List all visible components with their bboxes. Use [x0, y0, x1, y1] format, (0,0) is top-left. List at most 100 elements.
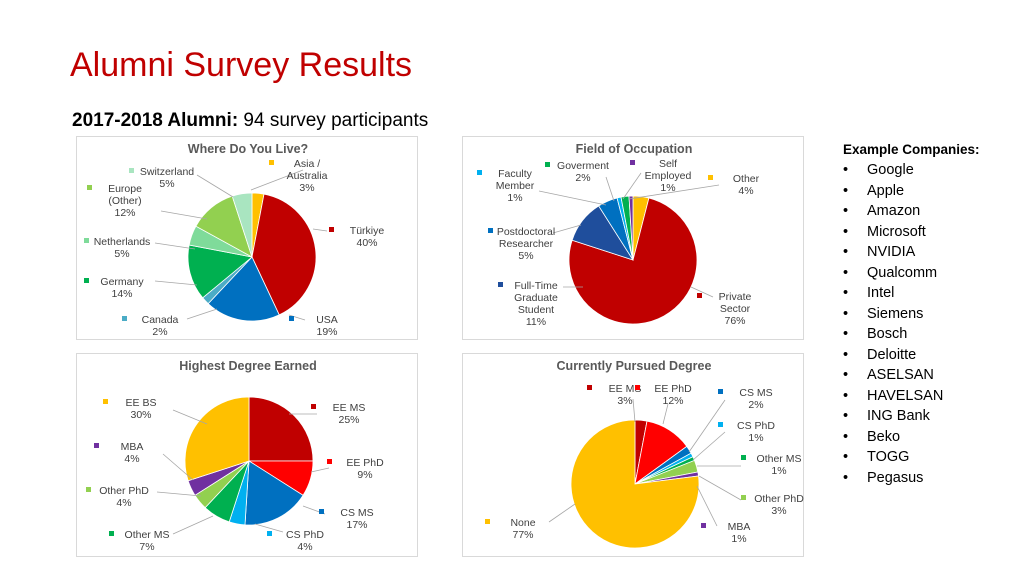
legend-swatch	[87, 185, 92, 190]
legend-swatch	[319, 509, 324, 514]
leader-line	[552, 224, 582, 234]
pie-slice	[251, 193, 317, 316]
company-name: ASELSAN	[867, 367, 934, 383]
leader-line	[172, 515, 214, 535]
legend-swatch	[269, 160, 274, 165]
pie-chart-svg: Currently Pursued Degree EE MS 3% EE PhD 12%…	[485, 359, 804, 549]
leader-line	[696, 485, 718, 527]
leader-line	[548, 503, 576, 523]
slice-label: CS PhD 4%	[286, 529, 324, 553]
slice-label: Private Sector 76%	[719, 291, 752, 327]
bullet-icon: •	[843, 346, 849, 363]
bullet-icon: •	[843, 367, 849, 383]
company-item: • ASELSAN	[843, 365, 980, 386]
slice-label: Self Employed 1%	[645, 158, 692, 194]
slice-label: EE MS 25%	[333, 402, 366, 426]
chart-highest-degree-earned: Highest Degree Earned EE MS 25% EE PhD 9% CS …	[76, 353, 418, 557]
legend-swatch	[485, 519, 490, 524]
slide-title: Alumni Survey Results	[70, 46, 413, 84]
legend-swatch	[545, 162, 550, 167]
leader-line	[310, 467, 330, 473]
leader-line	[312, 228, 328, 232]
leader-line	[605, 176, 615, 202]
company-name: Bosch	[867, 326, 908, 342]
slice-label: EE PhD 9%	[346, 457, 384, 481]
legend-swatch	[697, 293, 702, 298]
company-name: Pegasus	[867, 469, 924, 486]
slice-label: Other MS 1%	[757, 453, 802, 477]
company-item: • Bosch	[843, 324, 980, 345]
slice-label: Postdoctoral Researcher 5%	[497, 226, 555, 262]
bullet-icon: •	[843, 408, 849, 424]
legend-swatch	[327, 459, 332, 464]
chart-title: Where Do You Live?	[188, 142, 308, 156]
bullet-icon: •	[843, 469, 849, 486]
legend-swatch	[701, 523, 706, 528]
pie-slice	[187, 244, 253, 299]
company-name: ING Bank	[867, 408, 930, 424]
slice-label: Faculty Member 1%	[496, 168, 535, 204]
bullet-icon: •	[843, 285, 849, 301]
company-item: • Pegasus	[843, 468, 980, 489]
pie-chart-svg: Highest Degree Earned EE MS 25% EE PhD 9% CS …	[86, 359, 384, 553]
company-name: Intel	[867, 285, 895, 301]
legend-swatch	[741, 495, 746, 500]
leader-line	[196, 174, 234, 198]
company-item: • Qualcomm	[843, 263, 980, 284]
slice-label: MBA 4%	[121, 441, 144, 465]
leader-line	[632, 398, 636, 423]
slice-label: Asia / Australia 3%	[287, 158, 328, 194]
leader-line	[254, 523, 284, 533]
pie-chart-svg: Where Do You Live? Asia / Australia 3% Türki…	[84, 142, 385, 338]
slice-label: Netherlands 5%	[94, 236, 151, 260]
bullet-icon: •	[843, 387, 849, 404]
slice-label: Türkiye 40%	[350, 225, 385, 249]
legend-swatch	[84, 238, 89, 243]
slide-subtitle: 2017-2018 Alumni: 94 survey participants	[72, 110, 428, 132]
leader-line	[692, 431, 726, 461]
company-item: • Microsoft	[843, 222, 980, 243]
bullet-icon: •	[843, 449, 849, 465]
leader-line	[250, 169, 304, 191]
bullet-icon: •	[843, 244, 849, 260]
legend-swatch	[718, 389, 723, 394]
leader-line	[172, 409, 208, 425]
chart-where-do-you-live: Where Do You Live? Asia / Australia 3% Türki…	[76, 136, 418, 340]
leader-line	[154, 242, 196, 250]
legend-swatch	[741, 455, 746, 460]
slice-label: Other MS 7%	[125, 529, 170, 553]
pie-slice	[184, 396, 250, 482]
legend-swatch	[635, 385, 640, 390]
legend-swatch	[122, 316, 127, 321]
legend-swatch	[311, 404, 316, 409]
bullet-icon: •	[843, 305, 849, 322]
bullet-icon: •	[843, 203, 849, 219]
slice-label: CS PhD 1%	[737, 420, 775, 444]
legend-swatch	[488, 228, 493, 233]
pie-slice	[244, 460, 304, 526]
slice-label: CS MS 17%	[340, 507, 373, 531]
company-item: • Apple	[843, 181, 980, 202]
slice-label: EE MS 3%	[609, 383, 642, 407]
legend-swatch	[630, 160, 635, 165]
company-name: Qualcomm	[867, 264, 938, 281]
chart-currently-pursued-degree: Currently Pursued Degree EE MS 3% EE PhD 12%…	[462, 353, 804, 557]
leader-line	[538, 190, 607, 206]
slice-label: EE PhD 12%	[654, 383, 692, 407]
bullet-icon: •	[843, 182, 849, 199]
slice-label: Germany 14%	[100, 276, 144, 300]
chart-title: Field of Occupation	[576, 142, 693, 156]
pie-chart-svg: Field of Occupation Other 4% Private Sector 7…	[477, 142, 760, 328]
company-name: Siemens	[867, 305, 924, 322]
legend-swatch	[477, 170, 482, 175]
pie-slice	[568, 197, 698, 325]
leader-line	[186, 308, 218, 320]
company-item: • Siemens	[843, 304, 980, 325]
slice-label: EE BS 30%	[126, 397, 157, 421]
company-name: HAVELSAN	[867, 387, 944, 404]
chart-title: Currently Pursued Degree	[557, 359, 712, 373]
legend-swatch	[708, 175, 713, 180]
pie-slice	[570, 419, 700, 549]
chart-title: Highest Degree Earned	[179, 359, 317, 373]
company-item: • Intel	[843, 283, 980, 304]
